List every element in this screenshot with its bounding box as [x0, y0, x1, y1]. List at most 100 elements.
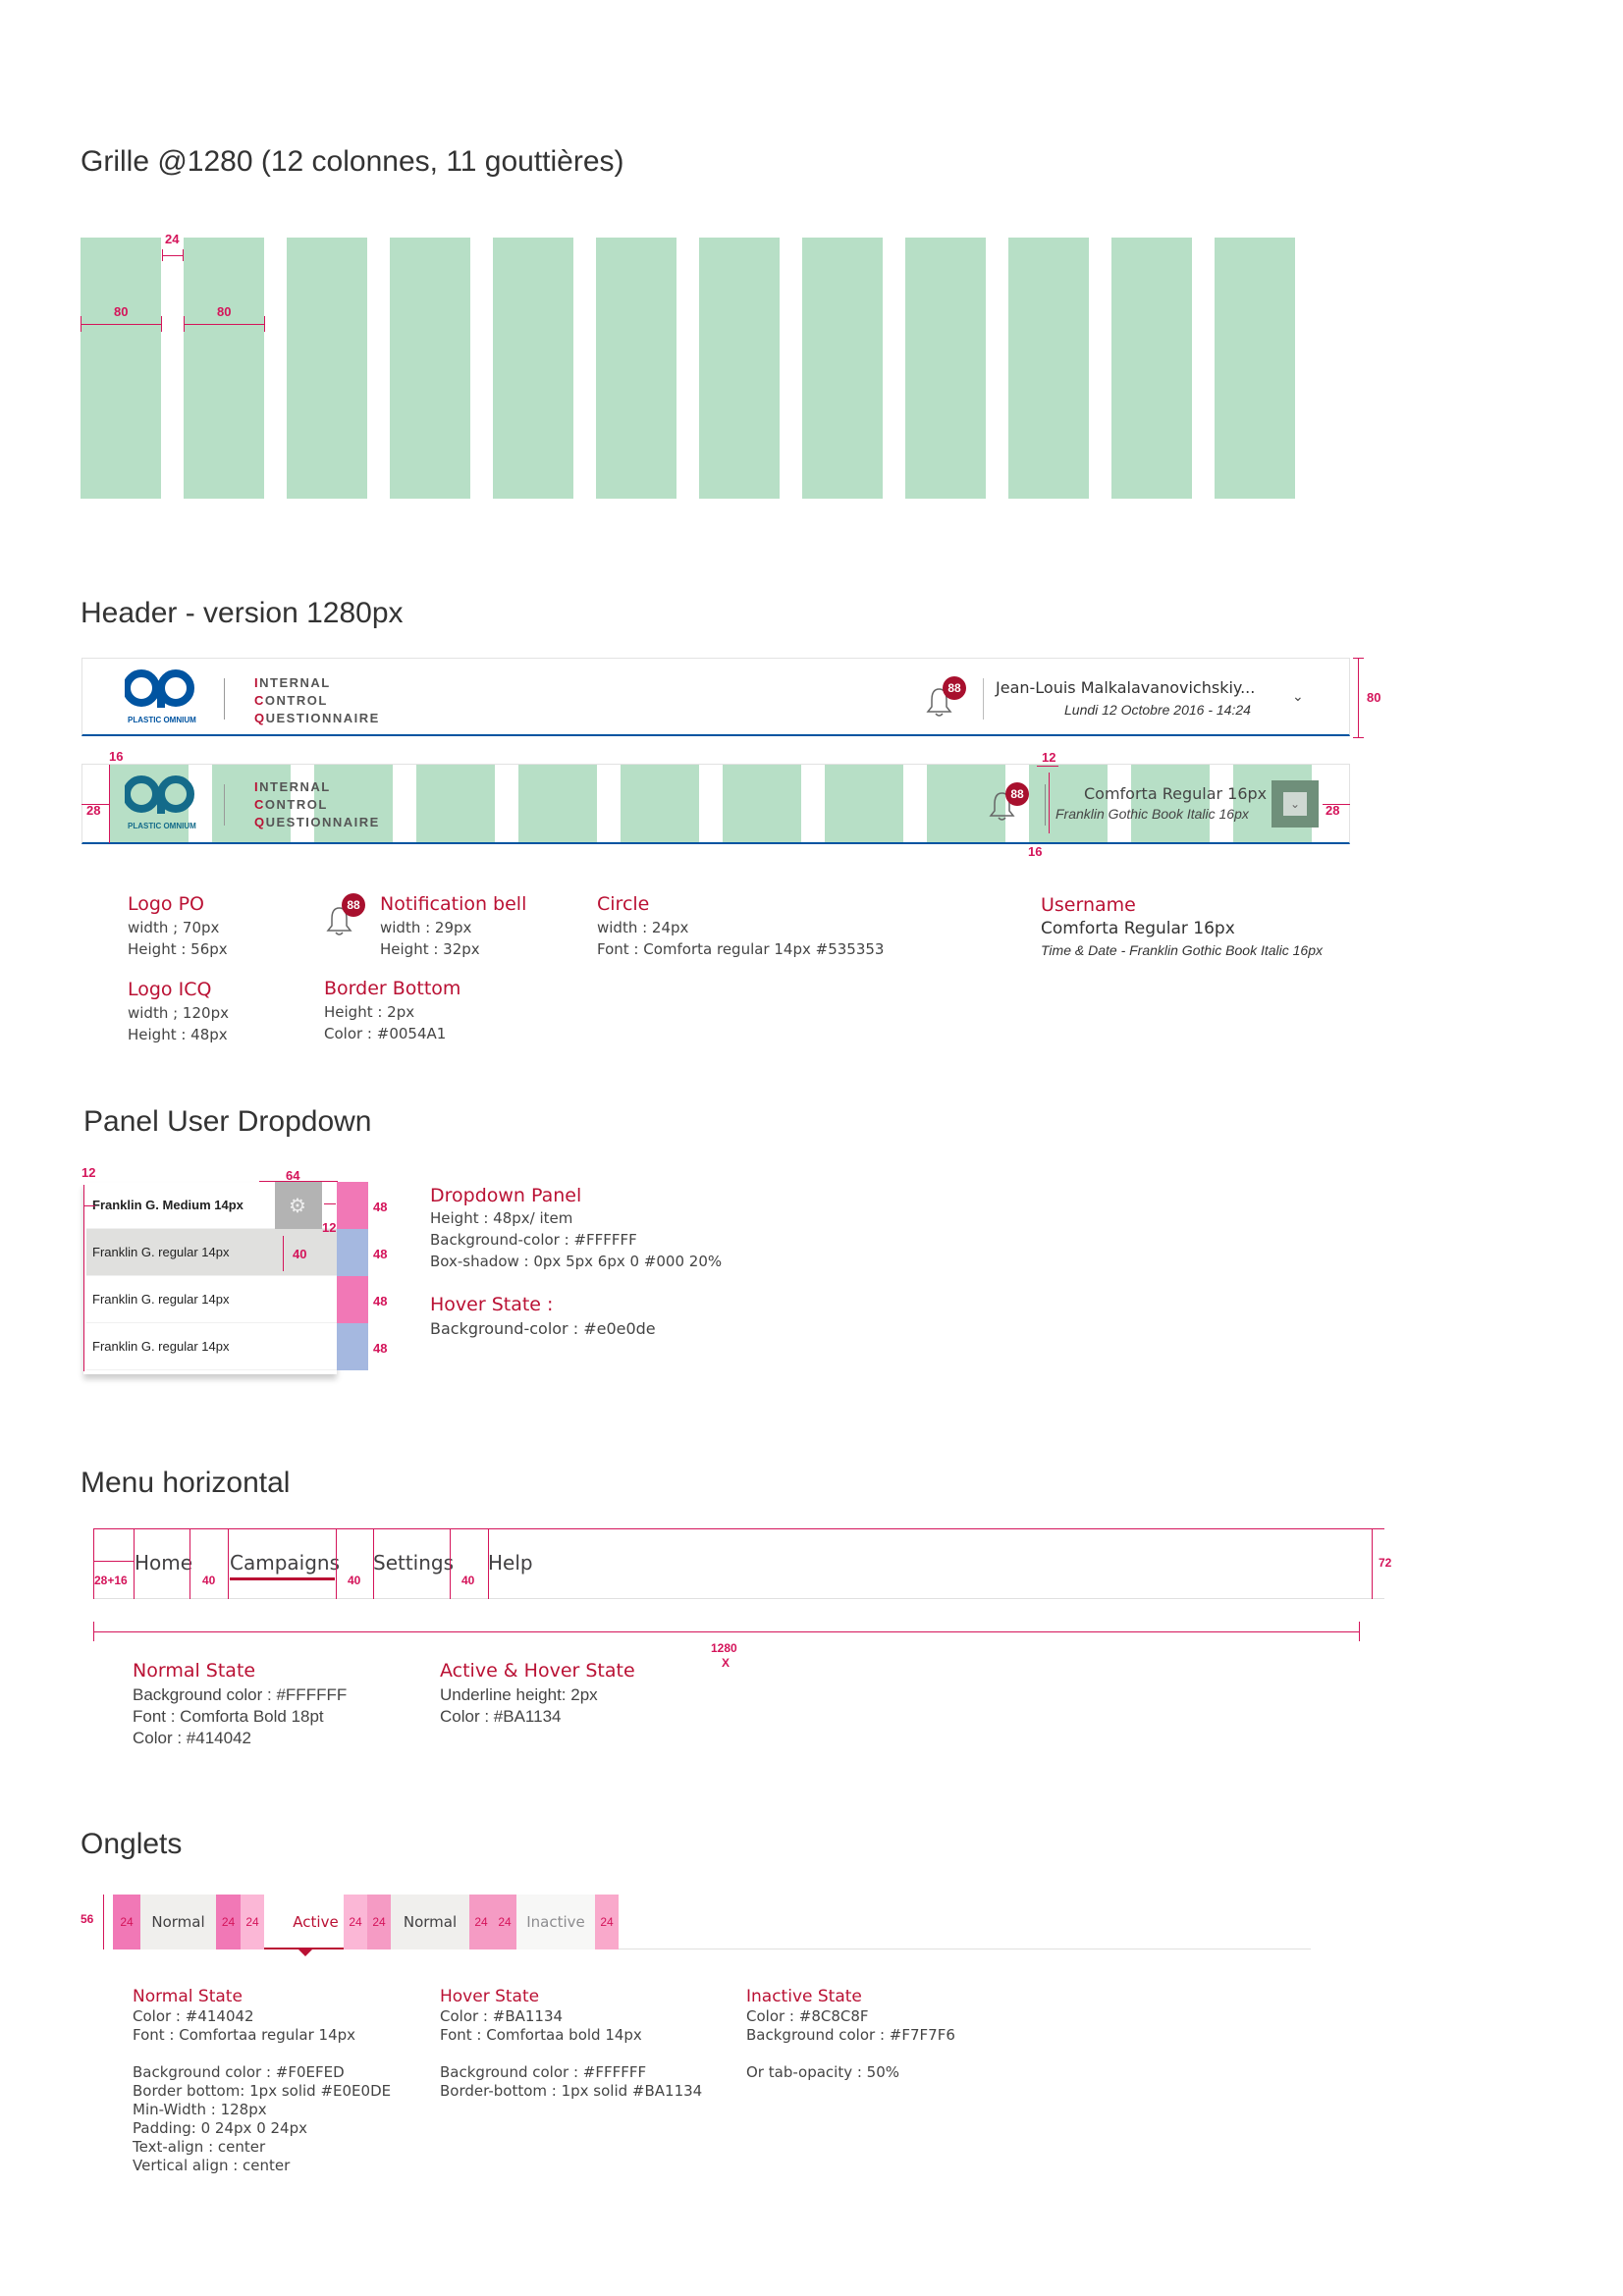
spec-text: Color : #414042	[133, 1729, 251, 1747]
tab-normal[interactable]: Normal	[391, 1895, 469, 1949]
dropdown-item[interactable]: Franklin G. Medium 14px	[86, 1182, 337, 1229]
menu-section-title: Menu horizontal	[81, 1467, 291, 1499]
dim-gap: 40	[348, 1574, 361, 1587]
row-strip	[337, 1276, 368, 1323]
spec-text: width ; 120px	[128, 1004, 229, 1022]
badge-sample: 88	[342, 893, 365, 917]
spec-text: Box-shadow : 0px 5px 6px 0 #000 20%	[430, 1253, 723, 1270]
spec-text: Min-Width : 128px	[133, 2101, 267, 2118]
dim-16: 16	[109, 749, 124, 764]
spec-text: Color : #0054A1	[324, 1025, 447, 1042]
grid-column	[81, 238, 161, 499]
gear-icon: ⚙	[289, 1196, 306, 1217]
spec-text: Height : 48px	[128, 1026, 228, 1043]
menu-width-x: X	[722, 1656, 730, 1670]
grid-column	[699, 238, 780, 499]
grid-column	[596, 238, 676, 499]
row-strip	[337, 1182, 368, 1229]
column-width-dimension: 80	[217, 304, 232, 319]
grid-column	[184, 238, 264, 499]
row-strip	[337, 1323, 368, 1370]
icq-logo: INTERNAL CONTROL QUESTIONNAIRE	[254, 675, 380, 725]
spec-text: Background color : #F0EFED	[133, 2063, 345, 2081]
spec-text: Border bottom: 1px solid #E0E0DE	[133, 2082, 392, 2100]
dropdown-item-hover[interactable]: Franklin G. regular 14px	[86, 1229, 337, 1276]
padding-marker: 24	[113, 1895, 140, 1949]
spec-text: Color : #8C8C8F	[746, 2007, 869, 2025]
spec-circle-title: Circle	[597, 893, 650, 915]
grid-column	[1111, 238, 1192, 499]
spec-text: Height : 56px	[128, 940, 228, 958]
spec-text: Underline height: 2px	[440, 1685, 598, 1704]
spec-text: Color : #BA1134	[440, 1707, 562, 1726]
dim-16-bottom: 16	[1028, 844, 1043, 859]
spec-text: Background-color : #e0e0de	[430, 1319, 656, 1338]
spec-text: Height : 48px/ item	[430, 1209, 573, 1227]
dim-64: 64	[286, 1168, 300, 1183]
dim-left: 28+16	[94, 1574, 128, 1587]
header-height-dimension: 80	[1367, 690, 1381, 705]
date-time: Lundi 12 Octobre 2016 - 14:24	[1064, 702, 1251, 718]
username[interactable]: Jean-Louis Malkalavanovichskiy...	[996, 678, 1256, 697]
menu-item-campaigns[interactable]: Campaigns	[230, 1551, 341, 1575]
notification-badge: 88	[943, 676, 966, 700]
padding-marker: 24	[344, 1895, 367, 1949]
grid-column	[390, 238, 470, 499]
spec-text: Background-color : #FFFFFF	[430, 1231, 637, 1249]
active-tab-caret-icon	[298, 1949, 312, 1956]
spec-text: Height : 32px	[380, 940, 480, 958]
spec-text: Border-bottom : 1px solid #BA1134	[440, 2082, 703, 2100]
row-height-dimension: 48	[373, 1200, 388, 1214]
spec-tab-normal-title: Normal State	[133, 1987, 243, 2006]
tabs-section-title: Onglets	[81, 1828, 183, 1860]
icq-logo: INTERNAL CONTROL QUESTIONNAIRE	[254, 779, 380, 829]
padding-marker: 24	[595, 1895, 619, 1949]
spec-text: Font : Comfortaa bold 14px	[440, 2026, 642, 2044]
dim-12: 12	[1042, 750, 1056, 765]
active-underline	[230, 1577, 335, 1580]
chevron-down-icon[interactable]: ⌄	[1292, 688, 1304, 704]
row-height-dimension: 48	[373, 1247, 388, 1261]
padding-marker: 24	[469, 1895, 493, 1949]
plastic-omnium-logo	[123, 668, 195, 710]
padding-marker: 24	[241, 1895, 264, 1949]
spec-text: Font : Comforta regular 14px #535353	[597, 940, 885, 958]
tab-normal[interactable]: Normal	[140, 1895, 216, 1949]
grid-column	[802, 238, 883, 499]
tab-inactive: Inactive	[516, 1895, 595, 1949]
dim-gap: 40	[461, 1574, 475, 1587]
dropdown-item[interactable]: Franklin G. regular 14px	[86, 1276, 337, 1323]
spec-menu-active-title: Active & Hover State	[440, 1660, 635, 1682]
menu-item-help[interactable]: Help	[488, 1551, 533, 1575]
tabs-height-dimension: 56	[81, 1912, 94, 1926]
spec-text: Comforta Regular 16px	[1041, 919, 1235, 938]
spec-username-title: Username	[1041, 894, 1136, 916]
menu-height-dimension: 72	[1379, 1556, 1392, 1570]
row-height-dimension: 48	[373, 1294, 388, 1308]
gutter-dimension: 24	[165, 232, 180, 246]
spec-text: Text-align : center	[133, 2138, 266, 2156]
dim-28-right: 28	[1325, 803, 1340, 818]
menu-item-home[interactable]: Home	[135, 1551, 193, 1575]
row-height-dimension: 48	[373, 1341, 388, 1356]
plastic-omnium-logo	[123, 774, 195, 816]
logo-subtitle: PLASTIC OMNIUM	[128, 822, 196, 830]
spec-text: width : 29px	[380, 919, 472, 936]
header-section-title: Header - version 1280px	[81, 597, 404, 629]
spec-text: Background color : #FFFFFF	[440, 2063, 647, 2081]
dim-28-left: 28	[86, 803, 101, 818]
spec-text: Height : 2px	[324, 1003, 415, 1021]
menu-item-settings[interactable]: Settings	[373, 1551, 455, 1575]
grid-column	[1008, 238, 1089, 499]
padding-marker: 24	[367, 1895, 391, 1949]
header-grid-overlay: PLASTIC OMNIUM INTERNAL CONTROL QUESTION…	[81, 764, 1350, 844]
column-width-dimension: 80	[114, 304, 129, 319]
logo-subtitle: PLASTIC OMNIUM	[128, 716, 196, 724]
spec-bell-title: Notification bell	[380, 893, 527, 915]
dropdown-item[interactable]: Franklin G. regular 14px	[86, 1323, 337, 1370]
spec-text: width ; 70px	[128, 919, 220, 936]
grid-column	[905, 238, 986, 499]
grid-title: Grille @1280 (12 colonnes, 11 gouttières…	[81, 145, 624, 178]
grid-column	[1215, 238, 1295, 499]
spec-text: width : 24px	[597, 919, 689, 936]
